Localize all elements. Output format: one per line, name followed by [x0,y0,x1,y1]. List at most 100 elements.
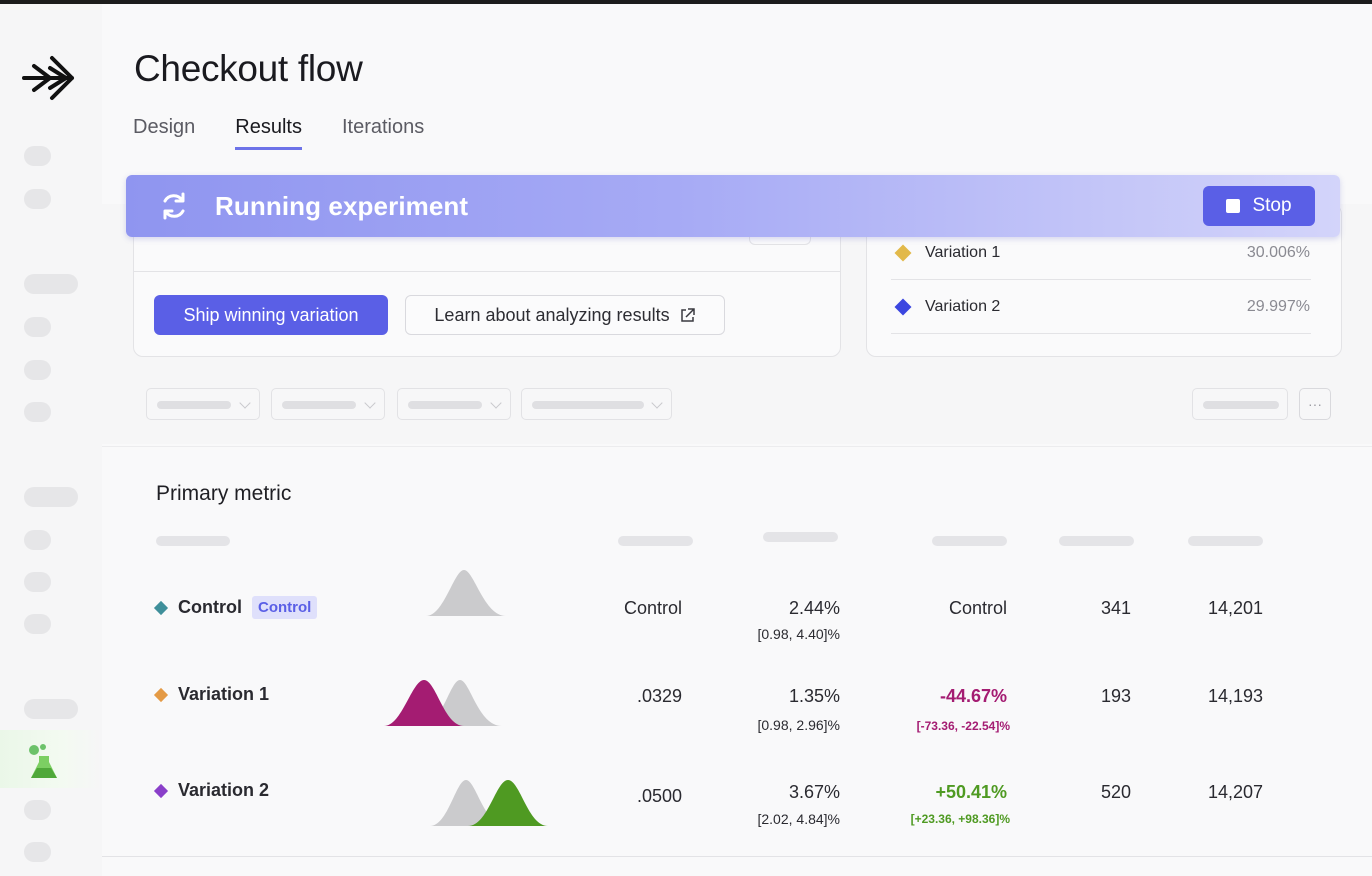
metric-value: Control [623,598,682,618]
lift-value: Control [948,598,1007,618]
allocation-row: Variation 2 29.997% [891,280,1311,334]
visitors-count: 14,193 [1207,686,1263,706]
allocation-name: Variation 1 [925,243,1001,261]
filter-dropdown[interactable] [521,388,672,420]
sidebar-item-placeholder[interactable] [24,842,51,862]
sidebar-item-placeholder[interactable] [24,317,51,337]
row-label: Control Control [153,596,318,619]
sidebar-item-placeholder[interactable] [24,699,78,719]
chevron-down-icon [651,397,663,409]
conversion-rate: 3.67% [788,782,840,802]
filter-dropdown[interactable] [271,388,385,420]
sidebar-item-placeholder[interactable] [24,274,78,294]
control-diamond-icon [153,600,169,615]
view-option-button[interactable] [1192,388,1288,420]
sidebar-item-placeholder[interactable] [24,800,51,820]
lift-value-positive: +50.41% [935,782,1007,802]
primary-metric-title: Primary metric [156,482,292,505]
metric-value: .0329 [636,686,682,706]
allocation-percent: 29.997% [1246,297,1310,315]
conversion-rate-ci: [0.98, 2.96]% [757,717,840,733]
lift-ci: [-73.36, -22.54]% [916,719,1010,733]
row-name: Variation 1 [178,684,270,704]
filter-placeholder [1203,401,1279,409]
app-window: Checkout flow Design Results Iterations … [0,4,1372,876]
sidebar-item-placeholder[interactable] [24,572,51,592]
divider [102,856,1372,857]
ship-winning-variation-button[interactable]: Ship winning variation [154,295,388,335]
sidebar-item-placeholder[interactable] [24,146,51,166]
stop-experiment-button[interactable]: Stop [1203,186,1315,226]
allocation-percent: 30.006% [1246,243,1310,261]
divider [102,446,1372,447]
sidebar-item-placeholder[interactable] [24,487,78,507]
variation-2-distribution-curve [430,780,548,826]
divider [134,271,840,272]
page-title: Checkout flow [134,48,363,89]
chevron-down-icon [490,397,502,409]
filter-placeholder [408,401,482,409]
filter-dropdown[interactable] [397,388,511,420]
row-label: Variation 1 [153,684,270,705]
conversion-rate: 2.44% [788,598,840,618]
external-link-icon [680,307,695,322]
learn-button-label: Learn about analyzing results [434,304,670,325]
sidebar [0,4,102,876]
column-header-placeholder [932,536,1007,546]
sidebar-item-placeholder[interactable] [24,189,51,209]
ellipsis-icon: ··· [1308,396,1322,412]
ship-button-label: Ship winning variation [183,304,359,325]
row-name: Variation 2 [178,780,270,800]
variation-2-diamond-icon [153,783,169,798]
allocation-row: Variation 1 30.006% [891,226,1311,280]
flask-icon [29,744,57,778]
variation-1-diamond-icon [894,244,912,261]
row-label: Variation 2 [153,780,270,801]
variation-1-diamond-icon [153,687,169,702]
stop-button-label: Stop [1252,195,1292,216]
lift-ci: [+23.36, +98.36]% [910,812,1010,826]
collapsed-control [749,237,811,245]
control-distribution-curve [426,570,506,616]
learn-analyzing-results-button[interactable]: Learn about analyzing results [405,295,725,335]
column-header-placeholder [156,536,230,546]
column-header-placeholder [618,536,693,546]
lift-value-negative: -44.67% [939,686,1007,706]
sidebar-item-placeholder[interactable] [24,360,51,380]
tab-bar: Design Results Iterations [133,116,424,150]
running-experiment-banner: Running experiment Stop [126,175,1340,237]
column-header-placeholder [1059,536,1134,546]
chevron-down-icon [239,397,251,409]
more-options-button[interactable]: ··· [1299,388,1331,420]
main-content: Checkout flow Design Results Iterations … [102,4,1372,876]
stop-icon [1226,199,1241,213]
column-header-placeholder [763,532,838,542]
sidebar-item-placeholder[interactable] [24,402,51,422]
visitors-count: 14,207 [1207,782,1263,802]
conversion-rate: 1.35% [788,686,840,706]
tab-design[interactable]: Design [133,116,196,138]
tab-results[interactable]: Results [235,116,302,150]
conversion-rate-ci: [0.98, 4.40]% [757,626,840,642]
metric-value: .0500 [636,786,682,806]
conversions-count: 193 [1100,686,1131,706]
sidebar-item-experiments[interactable] [0,730,102,788]
conversions-count: 341 [1100,598,1131,618]
sync-icon [163,192,185,220]
sidebar-item-placeholder[interactable] [24,614,51,634]
visitors-count: 14,201 [1207,598,1263,618]
tab-iterations[interactable]: Iterations [341,116,425,138]
filter-placeholder [282,401,356,409]
filter-placeholder [157,401,231,409]
banner-label: Running experiment [215,191,469,221]
control-badge: Control [251,596,318,619]
variation-1-distribution-curve [384,680,502,726]
filter-dropdown[interactable] [146,388,260,420]
sidebar-item-placeholder[interactable] [24,530,51,550]
allocation-name: Variation 2 [925,297,1001,315]
chevron-down-icon [364,397,376,409]
logo-arrow-icon[interactable] [20,52,78,104]
variation-2-diamond-icon [894,298,912,315]
column-header-placeholder [1188,536,1263,546]
row-name: Control [178,597,242,617]
